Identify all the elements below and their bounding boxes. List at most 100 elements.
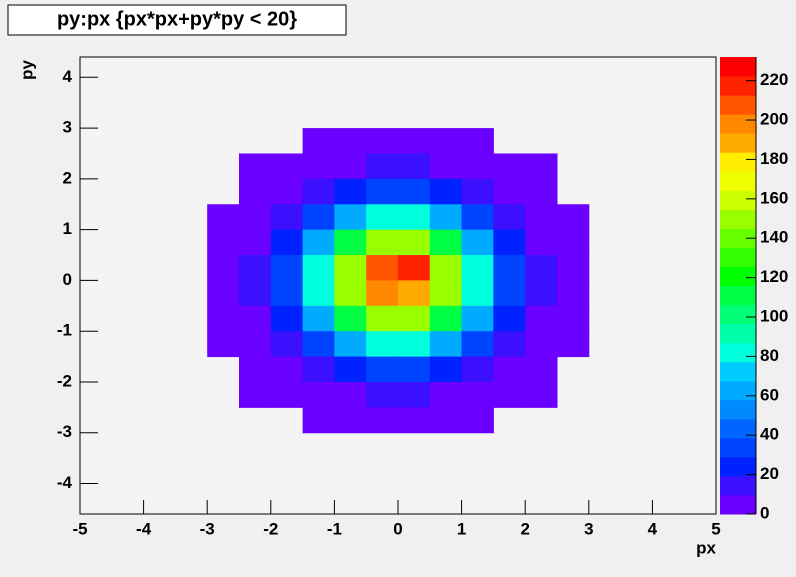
cell: [302, 331, 335, 358]
x-tick-label: 1: [457, 519, 466, 538]
cell: [366, 153, 399, 180]
cell: [334, 229, 367, 256]
cell: [270, 255, 304, 281]
cell: [557, 280, 590, 307]
cell: [207, 280, 240, 307]
cell: [334, 153, 367, 180]
color-band: [720, 209, 756, 229]
cell: [366, 331, 399, 358]
cell: [270, 280, 304, 307]
cell: [207, 204, 240, 231]
cell: [398, 305, 431, 332]
cell: [461, 153, 494, 180]
cell: [239, 178, 272, 205]
cell: [461, 255, 494, 281]
cell: [270, 356, 304, 383]
cell: [429, 305, 463, 332]
cell: [461, 204, 494, 231]
cell: [429, 255, 463, 281]
color-band: [720, 380, 756, 401]
color-band: [720, 95, 756, 115]
cell: [239, 356, 272, 383]
cell: [461, 331, 494, 358]
cell: [302, 229, 335, 256]
color-band: [720, 437, 756, 458]
cell: [398, 331, 431, 358]
y-tick-label: 2: [63, 168, 72, 187]
color-band: [720, 361, 756, 382]
color-band: [720, 418, 756, 439]
x-tick-label: 3: [584, 519, 593, 538]
cell: [398, 229, 431, 256]
color-band: [720, 494, 756, 515]
cell: [302, 204, 335, 231]
cell: [302, 407, 335, 434]
x-tick-label: 0: [393, 519, 402, 538]
cell: [461, 178, 494, 205]
cell: [302, 128, 335, 154]
cell: [239, 381, 272, 408]
cell: [366, 128, 399, 154]
cell: [461, 381, 494, 408]
cell: [302, 153, 335, 180]
x-tick-label: -3: [200, 519, 215, 538]
x-tick-label: 5: [711, 519, 720, 538]
cell: [429, 128, 463, 154]
x-tick-label: -5: [72, 519, 87, 538]
cell: [207, 255, 240, 281]
cell: [429, 178, 463, 205]
z-tick-label: 140: [760, 228, 788, 247]
cell: [334, 178, 367, 205]
x-tick-label: 2: [520, 519, 529, 538]
cell: [429, 331, 463, 358]
color-band: [720, 456, 756, 477]
cell: [525, 153, 558, 180]
cell: [207, 229, 240, 256]
y-tick-label: -2: [57, 371, 72, 390]
y-tick-label: 0: [63, 270, 72, 289]
y-tick-label: -3: [57, 422, 72, 441]
cell: [366, 255, 399, 281]
z-tick-label: 120: [760, 267, 788, 286]
cell: [207, 331, 240, 358]
cell: [525, 381, 558, 408]
cell: [398, 178, 431, 205]
color-band: [720, 190, 756, 210]
cell: [557, 255, 590, 281]
cell: [334, 280, 367, 307]
cell: [493, 331, 526, 358]
cell: [270, 229, 304, 256]
cell: [334, 356, 367, 383]
cell: [302, 356, 335, 383]
cell: [334, 204, 367, 231]
color-band: [720, 399, 756, 420]
cell: [334, 255, 367, 281]
z-tick-label: 80: [760, 346, 779, 365]
cell: [366, 178, 399, 205]
cell: [239, 280, 272, 307]
cell: [461, 356, 494, 383]
cell: [366, 407, 399, 434]
cell: [525, 280, 558, 307]
cell: [525, 229, 558, 256]
cell: [461, 305, 494, 332]
cell: [334, 128, 367, 154]
cell: [302, 280, 335, 307]
cell: [366, 229, 399, 256]
cell: [493, 204, 526, 231]
cell: [461, 128, 494, 154]
cell: [493, 280, 526, 307]
cell: [207, 305, 240, 332]
x-tick-label: 4: [648, 519, 658, 538]
color-band: [720, 76, 756, 96]
color-band: [720, 475, 756, 496]
color-band: [720, 171, 756, 191]
color-band: [720, 114, 756, 134]
color-band: [720, 133, 756, 153]
z-tick-label: 100: [760, 307, 788, 326]
cell: [239, 204, 272, 231]
x-axis-label: px: [696, 538, 716, 557]
cell: [239, 331, 272, 358]
cell: [398, 204, 431, 231]
color-band: [720, 342, 756, 363]
